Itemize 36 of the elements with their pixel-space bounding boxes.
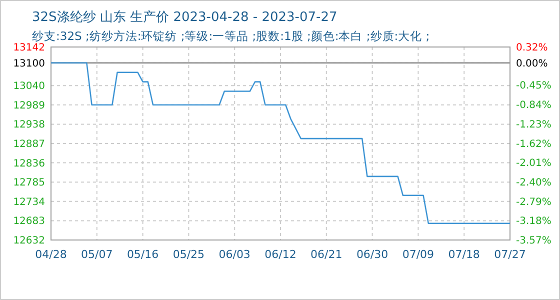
x-tick-label: 06/30 [356, 248, 388, 261]
x-tick-label: 06/21 [310, 248, 342, 261]
y-tick-label: 13040 [13, 81, 45, 92]
y-tick-label: 13142 [13, 42, 45, 54]
x-tick-label: 07/18 [448, 248, 480, 261]
y2-tick-label: -1.23% [516, 119, 552, 130]
y2-tick-label: -2.40% [516, 177, 552, 188]
y-tick-label: 12989 [13, 100, 45, 112]
y2-tick-label: -0.45% [516, 80, 552, 92]
y-tick-label: 12887 [13, 139, 45, 150]
y-tick-label: 12734 [13, 196, 45, 208]
x-tick-label: 05/25 [172, 248, 205, 261]
y2-tick-label: -2.01% [516, 158, 552, 170]
y-tick-label: 12785 [13, 178, 45, 189]
x-tick-label: 06/12 [264, 248, 296, 261]
x-tick-label: 06/03 [218, 248, 250, 261]
y-tick-label: 12836 [13, 158, 45, 170]
y2-tick-label: -2.79% [516, 196, 552, 208]
line-series [50, 62, 511, 224]
chart-title: 32S涤纶纱 山东 生产价 2023-04-28 - 2023-07-27 [32, 10, 338, 25]
y2-tick-label: -0.84% [516, 100, 552, 112]
y-tick-label: 12683 [13, 216, 45, 228]
y-tick-label: 12938 [13, 120, 45, 131]
x-tick-label: 05/07 [81, 248, 113, 261]
x-tick-label: 07/27 [494, 248, 526, 261]
y2-tick-label: 0.32% [516, 42, 548, 54]
y-tick-label: 13100 [13, 58, 45, 70]
x-tick-label: 07/09 [402, 248, 434, 261]
y2-tick-label: -3.57% [516, 236, 552, 246]
y2-tick-label: 0.00% [516, 58, 548, 70]
chart-subtitle: 纱支:32S ;纺纱方法:环锭纺 ;等级:一等品 ;股数:1股 ;颜色:本白 ;纱质:大化 ; [32, 29, 430, 43]
y2-tick-label: -3.18% [516, 216, 552, 228]
x-tick-label: 04/28 [35, 248, 67, 261]
y-tick-label: 12632 [13, 236, 45, 246]
x-tick-label: 05/16 [126, 248, 159, 261]
y2-tick-label: -1.62% [516, 138, 552, 150]
